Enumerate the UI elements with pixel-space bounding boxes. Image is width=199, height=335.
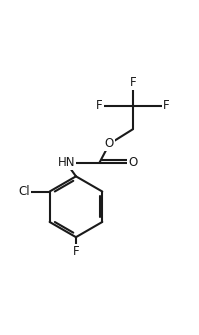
Text: O: O bbox=[128, 156, 138, 169]
Text: Cl: Cl bbox=[18, 185, 30, 198]
Text: HN: HN bbox=[57, 156, 75, 169]
Text: F: F bbox=[130, 76, 136, 89]
Text: F: F bbox=[163, 99, 170, 112]
Text: F: F bbox=[96, 99, 103, 112]
Text: O: O bbox=[105, 137, 114, 150]
Text: F: F bbox=[73, 245, 79, 258]
